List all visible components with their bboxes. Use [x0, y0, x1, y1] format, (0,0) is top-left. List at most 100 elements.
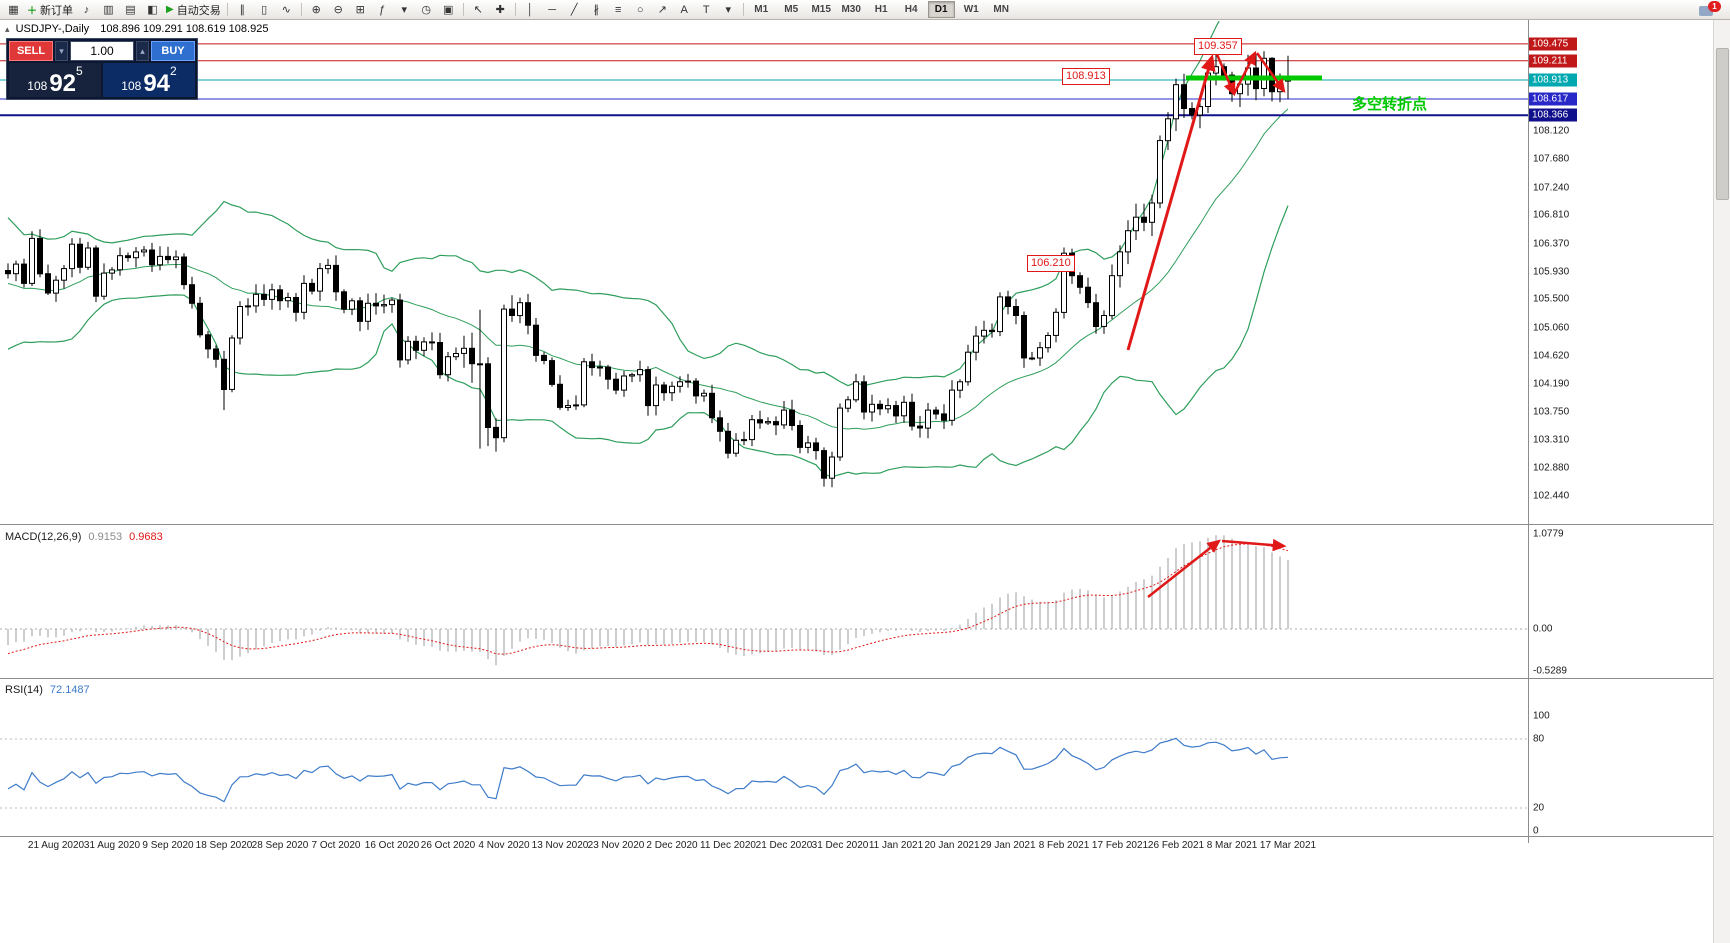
- indicators-dropdown-icon[interactable]: ▾: [401, 4, 407, 16]
- navigator-icon[interactable]: ◧: [147, 4, 158, 16]
- notifications-icon[interactable]: 1: [1699, 0, 1721, 18]
- trend-arrow[interactable]: [1126, 54, 1216, 351]
- crosshair-icon[interactable]: ✚: [495, 4, 505, 16]
- candle-body: [269, 289, 275, 300]
- candle-body: [869, 403, 875, 413]
- time-axis-label: 21 Aug 2020: [27, 840, 85, 851]
- candle-body: [813, 442, 819, 452]
- trend-arrow[interactable]: [1232, 50, 1257, 95]
- macd-arrow[interactable]: [1147, 539, 1221, 598]
- bar-chart-icon[interactable]: ∥: [239, 4, 245, 16]
- candle-body: [333, 264, 339, 293]
- timeframe-d1[interactable]: D1: [927, 1, 955, 18]
- candle-body: [37, 237, 43, 275]
- candle-body: [277, 289, 283, 302]
- periods-dropdown-icon[interactable]: ◷: [421, 4, 431, 16]
- trendline-icon[interactable]: ╱: [570, 4, 578, 16]
- candle-body: [589, 361, 595, 369]
- price-annotation-label[interactable]: 108.913: [1062, 68, 1110, 85]
- timeframe-m5[interactable]: M5: [784, 4, 799, 15]
- candle-body: [509, 308, 515, 317]
- candle-body: [1125, 230, 1131, 253]
- candle-body: [885, 405, 891, 410]
- candle-body: [1021, 315, 1027, 359]
- shapes-icon[interactable]: ○: [636, 3, 644, 16]
- turning-point-note[interactable]: 多空转折点: [1352, 96, 1428, 113]
- channel-icon[interactable]: ∦: [593, 4, 599, 16]
- text-label-icon[interactable]: T: [702, 3, 710, 16]
- tile-windows-icon[interactable]: ⊞: [355, 4, 365, 16]
- chart-sound-icon[interactable]: ♪: [83, 3, 90, 16]
- rsi-plot: [0, 737, 1528, 809]
- notification-badge: 1: [1708, 0, 1721, 12]
- objects-dropdown-icon[interactable]: ▾: [725, 4, 731, 16]
- candle-body: [805, 442, 811, 448]
- macd-arrow[interactable]: [1221, 538, 1287, 552]
- scrollbar-thumb[interactable]: [1716, 48, 1729, 200]
- timeframe-h4[interactable]: H4: [904, 4, 918, 15]
- volume-decrease-button[interactable]: ▾: [55, 41, 68, 61]
- macd-axis-tick: 0.00: [1533, 623, 1553, 635]
- timeframe-m30[interactable]: M30: [841, 4, 861, 15]
- collapse-panel-icon[interactable]: ▴: [5, 24, 10, 34]
- timeframe-m1[interactable]: M1: [754, 4, 769, 15]
- candle-body: [845, 399, 851, 409]
- candle-body: [893, 405, 899, 417]
- sell-price-display[interactable]: 108 92 5: [9, 63, 101, 97]
- cursor-icon[interactable]: ↖: [473, 4, 483, 16]
- autotrading-button[interactable]: ▶ 自动交易: [164, 2, 223, 18]
- rsi-axis-tick: 80: [1533, 733, 1545, 745]
- timeframe-m15[interactable]: M15: [811, 4, 831, 15]
- horizontal-line-icon[interactable]: ─: [548, 3, 557, 16]
- price-annotation-label[interactable]: 106.210: [1027, 255, 1075, 272]
- toolbar-separator: [514, 3, 516, 16]
- zoom-out-icon[interactable]: ⊖: [333, 4, 343, 16]
- candle-body: [861, 381, 867, 413]
- price-annotation-label[interactable]: 109.357: [1194, 38, 1242, 55]
- candle-body: [485, 363, 491, 428]
- fibonacci-icon[interactable]: ≡: [614, 3, 622, 16]
- timeframe-h1[interactable]: H1: [874, 4, 888, 15]
- candle-body: [997, 296, 1003, 333]
- price-axis-tick: 105.930: [1533, 266, 1570, 278]
- time-axis-label: 21 Dec 2020: [755, 840, 813, 851]
- data-window-icon[interactable]: ▤: [125, 4, 136, 16]
- candle-body: [493, 426, 499, 439]
- indicators-icon[interactable]: ƒ: [379, 3, 386, 16]
- rsi-axis-tick: 0: [1533, 825, 1539, 837]
- candle-body: [733, 439, 739, 454]
- candlestick-chart-icon[interactable]: ▯: [261, 4, 268, 16]
- price-axis-tick: 104.620: [1533, 350, 1570, 362]
- candle-body: [29, 237, 35, 284]
- new-order-button[interactable]: ＋新订单: [25, 2, 75, 18]
- volume-input[interactable]: [70, 41, 134, 61]
- notification-bubble-icon: [1699, 5, 1713, 16]
- candle-body: [1165, 118, 1171, 142]
- sell-button[interactable]: SELL: [9, 41, 53, 61]
- zoom-in-icon[interactable]: ⊕: [311, 4, 321, 16]
- candle-body: [1109, 275, 1115, 317]
- text-icon[interactable]: A: [680, 3, 688, 16]
- candle-body: [21, 263, 27, 284]
- buy-price-display[interactable]: 108 94 2: [103, 63, 195, 97]
- volume-increase-button[interactable]: ▴: [136, 41, 149, 61]
- buy-button[interactable]: BUY: [151, 41, 195, 61]
- macd-rsi-splitter[interactable]: [0, 678, 1713, 679]
- main-macd-splitter[interactable]: [0, 524, 1713, 525]
- candle-body: [197, 302, 203, 336]
- market-watch-icon[interactable]: ▥: [103, 4, 114, 16]
- candle-body: [701, 392, 707, 397]
- arrows-tool-icon[interactable]: ↗: [657, 4, 667, 16]
- timeframe-mn[interactable]: MN: [993, 4, 1009, 15]
- charts-window-icon[interactable]: ▦: [8, 4, 19, 16]
- timeframe-w1[interactable]: W1: [963, 4, 979, 15]
- price-axis-tick: 106.370: [1533, 238, 1570, 250]
- vertical-scrollbar[interactable]: [1713, 20, 1730, 943]
- line-chart-icon[interactable]: ∿: [281, 4, 291, 16]
- trend-arrow[interactable]: [1214, 51, 1236, 97]
- trend-arrow[interactable]: [1255, 52, 1286, 94]
- candle-body: [717, 417, 723, 432]
- vertical-line-icon[interactable]: │: [526, 3, 534, 16]
- templates-icon[interactable]: ▣: [443, 4, 454, 16]
